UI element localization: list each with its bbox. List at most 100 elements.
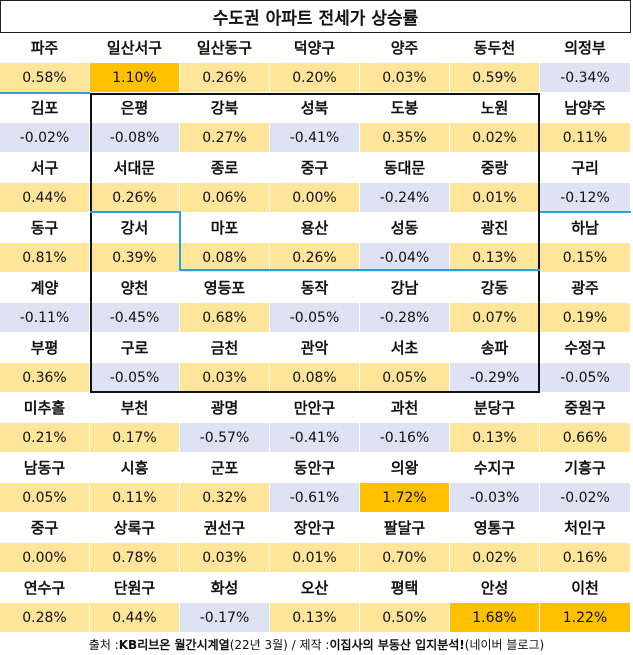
rate-value: 0.27% [180, 123, 270, 153]
region-name: 권선구 [180, 513, 270, 543]
rate-value: -0.04% [360, 243, 450, 273]
rate-value: -0.45% [90, 303, 180, 333]
region-name: 성북 [270, 93, 360, 123]
region-name: 남동구 [0, 453, 90, 483]
region-name: 종로 [180, 153, 270, 183]
rate-table: 파주 일산서구 일산동구 덕양구 양주 동두천 의정부 0.58% 1.10% 0.26% 0.20… [0, 33, 631, 633]
region-name: 파주 [0, 33, 90, 63]
rate-value: 0.03% [360, 63, 450, 93]
region-name: 관악 [270, 333, 360, 363]
region-name: 강동 [450, 273, 540, 303]
rate-value: 0.05% [0, 483, 90, 513]
rate-value: -0.41% [270, 123, 360, 153]
rate-value: 0.44% [0, 183, 90, 213]
region-name: 영등포 [180, 273, 270, 303]
region-name: 미추홀 [0, 393, 90, 423]
rate-value: 0.13% [450, 423, 540, 453]
rate-value: 0.05% [360, 363, 450, 393]
region-name: 오산 [270, 573, 360, 603]
rate-value: -0.29% [450, 363, 540, 393]
rate-value: 0.01% [450, 183, 540, 213]
region-name: 금천 [180, 333, 270, 363]
rate-value: 0.36% [0, 363, 90, 393]
rate-value: -0.05% [90, 363, 180, 393]
region-name: 남양주 [540, 93, 631, 123]
rate-value: 0.17% [90, 423, 180, 453]
rate-value: -0.28% [360, 303, 450, 333]
rate-value: 0.59% [450, 63, 540, 93]
source-footer: 출처 : KB리브온 월간시계열 (22년 3월) / 제작 : 이집사의 부동… [0, 633, 633, 655]
region-name: 중랑 [450, 153, 540, 183]
rate-value: 1.22% [540, 603, 631, 633]
region-name: 광진 [450, 213, 540, 243]
region-name: 강서 [90, 213, 180, 243]
rate-value: 0.01% [270, 543, 360, 573]
rate-value: 0.20% [270, 63, 360, 93]
rate-value: 0.78% [90, 543, 180, 573]
rate-value: -0.61% [270, 483, 360, 513]
rate-value: -0.17% [180, 603, 270, 633]
rate-value: 0.07% [450, 303, 540, 333]
rate-value: 0.02% [450, 543, 540, 573]
rate-value: 0.68% [180, 303, 270, 333]
region-name: 부평 [0, 333, 90, 363]
region-name: 동두천 [450, 33, 540, 63]
rate-value: 0.16% [540, 543, 631, 573]
region-name: 서구 [0, 153, 90, 183]
rate-value: 0.39% [90, 243, 180, 273]
region-name: 도봉 [360, 93, 450, 123]
region-name: 수지구 [450, 453, 540, 483]
region-name: 중원구 [540, 393, 631, 423]
region-name: 중구 [270, 153, 360, 183]
region-name: 중구 [0, 513, 90, 543]
rate-value: 0.00% [0, 543, 90, 573]
region-name: 의왕 [360, 453, 450, 483]
region-name: 연수구 [0, 573, 90, 603]
rate-value: 0.26% [180, 63, 270, 93]
region-name: 서초 [360, 333, 450, 363]
rate-value: -0.03% [450, 483, 540, 513]
region-name: 평택 [360, 573, 450, 603]
rate-value: 0.58% [0, 63, 90, 93]
region-name: 안성 [450, 573, 540, 603]
rate-value: 0.35% [360, 123, 450, 153]
rate-value: -0.02% [0, 123, 90, 153]
region-name: 일산동구 [180, 33, 270, 63]
region-name: 강남 [360, 273, 450, 303]
region-name: 과천 [360, 393, 450, 423]
region-name: 용산 [270, 213, 360, 243]
region-name: 강북 [180, 93, 270, 123]
rate-value: 0.21% [0, 423, 90, 453]
rate-value: 1.68% [450, 603, 540, 633]
rate-value: 0.32% [180, 483, 270, 513]
region-name: 은평 [90, 93, 180, 123]
region-name: 시흥 [90, 453, 180, 483]
region-name: 광명 [180, 393, 270, 423]
region-name: 김포 [0, 93, 90, 123]
region-name: 덕양구 [270, 33, 360, 63]
rate-value: 0.13% [450, 243, 540, 273]
region-name: 분당구 [450, 393, 540, 423]
region-name: 동안구 [270, 453, 360, 483]
rate-value: 0.28% [0, 603, 90, 633]
region-name: 양주 [360, 33, 450, 63]
rate-value: 0.00% [270, 183, 360, 213]
region-name: 동대문 [360, 153, 450, 183]
footer-suffix: (네이버 블로그) [464, 637, 545, 652]
region-name: 구리 [540, 153, 631, 183]
region-name: 양천 [90, 273, 180, 303]
footer-prefix: 출처 : [88, 637, 119, 652]
rate-value: 0.81% [0, 243, 90, 273]
rate-value: 0.26% [270, 243, 360, 273]
region-name: 수정구 [540, 333, 631, 363]
rate-value: -0.12% [540, 183, 631, 213]
rate-value: -0.11% [0, 303, 90, 333]
rate-value: -0.05% [270, 303, 360, 333]
rate-value: 0.11% [90, 483, 180, 513]
region-name: 처인구 [540, 513, 631, 543]
region-name: 단원구 [90, 573, 180, 603]
rate-value: -0.34% [540, 63, 631, 93]
rate-value: 0.70% [360, 543, 450, 573]
rate-value: -0.24% [360, 183, 450, 213]
rate-value: -0.57% [180, 423, 270, 453]
